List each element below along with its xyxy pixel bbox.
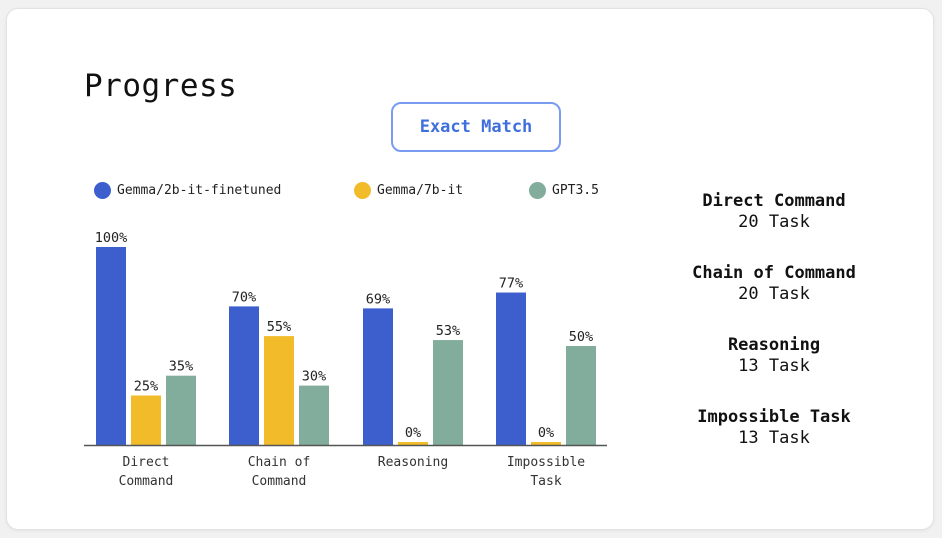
bar-gemma-7b-1 [264,336,294,445]
legend-item-gpt35: GPT3.5 [529,182,599,199]
task-direct-command: Direct Command 20 Task [660,191,888,233]
task-name: Direct Command [702,191,846,211]
exact-match-button[interactable]: Exact Match [391,102,561,152]
bar-gemma-2b-1 [229,306,259,445]
bar-gemma-2b-2 [363,308,393,445]
data-label-gemma-7b-2: 0% [405,425,421,441]
bar-gemma-2b-3 [496,292,526,445]
category-label-1: Chain of Command [248,455,311,489]
task-name: Impossible Task [697,407,851,427]
data-label-gpt35-3: 50% [569,329,593,345]
bar-gpt35-0 [166,375,196,445]
data-label-gemma-7b-1: 55% [267,319,291,335]
data-label-gemma-7b-3: 0% [538,425,554,441]
bar-gpt35-3 [566,346,596,445]
task-count: 20 Task [738,212,810,232]
category-label-2: Reasoning [378,455,448,470]
bar-gemma-7b-3 [531,442,561,445]
bar-gpt35-2 [433,340,463,445]
category-label-0: Direct Command [119,455,174,489]
legend-dot-gemma-2b [94,182,111,199]
bar-gemma-7b-0 [131,395,161,445]
bar-gpt35-1 [299,385,329,445]
legend-item-gemma-2b: Gemma/2b-it-finetuned [94,182,281,199]
legend-dot-gpt35 [529,182,546,199]
task-count: 20 Task [738,284,810,304]
legend-dot-gemma-7b [354,182,371,199]
legend-label-gpt35: GPT3.5 [552,183,599,198]
category-label-3: Impossible Task [507,455,585,489]
task-count: 13 Task [738,428,810,448]
task-impossible-task: Impossible Task 13 Task [660,407,888,449]
task-count: 13 Task [738,356,810,376]
legend-item-gemma-7b: Gemma/7b-it [354,182,463,199]
data-label-gemma-2b-1: 70% [232,289,256,305]
bar-gemma-7b-2 [398,442,428,445]
data-label-gemma-2b-3: 77% [499,276,523,292]
data-label-gemma-2b-2: 69% [366,291,390,307]
legend-label-gemma-2b: Gemma/2b-it-finetuned [117,183,282,198]
task-chain-of-command: Chain of Command 20 Task [660,263,888,305]
data-label-gpt35-2: 53% [436,323,460,339]
legend-label-gemma-7b: Gemma/7b-it [377,183,464,198]
data-label-gpt35-0: 35% [169,359,193,375]
bar-gemma-2b-0 [96,247,126,445]
task-name: Reasoning [727,335,821,355]
data-label-gemma-2b-0: 100% [95,230,128,246]
task-reasoning: Reasoning 13 Task [660,335,888,377]
task-name: Chain of Command [692,263,856,283]
page-title: Progress [84,68,238,104]
data-label-gpt35-1: 30% [302,369,326,385]
data-label-gemma-7b-0: 25% [134,379,158,395]
